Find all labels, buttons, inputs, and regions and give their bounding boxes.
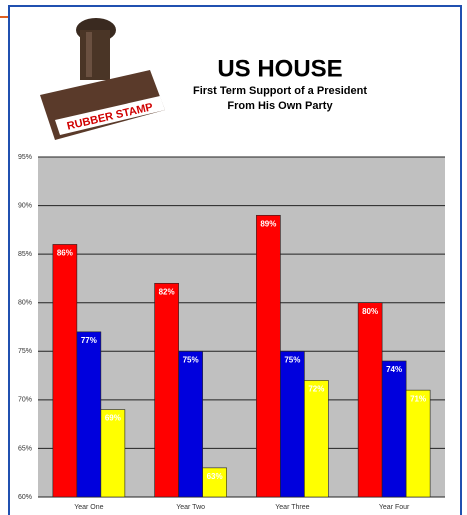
bar — [256, 214, 281, 498]
chart-subtitle: First Term Support of a President From H… — [193, 85, 367, 112]
y-tick-label: 70% — [18, 397, 32, 404]
value-label: 80% — [362, 307, 378, 316]
value-label: 71% — [410, 394, 426, 403]
y-tick-label: 85% — [18, 251, 32, 258]
subtitle-box: First Term Support of a President From H… — [193, 85, 367, 112]
bar — [154, 282, 179, 498]
y-tick-label: 90% — [18, 202, 32, 209]
value-label: 75% — [183, 355, 199, 364]
value-label: 89% — [260, 219, 276, 228]
bar — [381, 360, 407, 498]
x-tick-label: Year One — [74, 504, 103, 511]
bar — [280, 350, 305, 498]
y-tick-label: 80% — [18, 300, 32, 307]
value-label: 82% — [159, 287, 175, 296]
bar — [202, 467, 227, 498]
bar — [405, 389, 431, 498]
value-label: 69% — [105, 414, 121, 423]
y-tick-label: 95% — [18, 154, 32, 161]
bar — [304, 380, 329, 498]
chart-title: US HOUSE — [217, 55, 342, 82]
bar — [76, 331, 102, 498]
bar — [357, 302, 383, 498]
bar — [100, 409, 126, 498]
x-tick-label: Year Four — [379, 504, 410, 511]
x-tick-label: Year Three — [275, 504, 309, 511]
value-label: 75% — [284, 355, 300, 364]
value-label: 72% — [308, 385, 324, 394]
value-label: 86% — [57, 249, 73, 258]
value-label: 74% — [386, 365, 402, 374]
bar — [178, 350, 203, 498]
value-label: 77% — [81, 336, 97, 345]
value-label: 63% — [207, 472, 223, 481]
x-tick-label: Year Two — [176, 504, 205, 511]
bar — [52, 244, 78, 498]
y-tick-label: 65% — [18, 445, 32, 452]
y-tick-label: 60% — [18, 494, 32, 501]
y-tick-label: 75% — [18, 348, 32, 355]
